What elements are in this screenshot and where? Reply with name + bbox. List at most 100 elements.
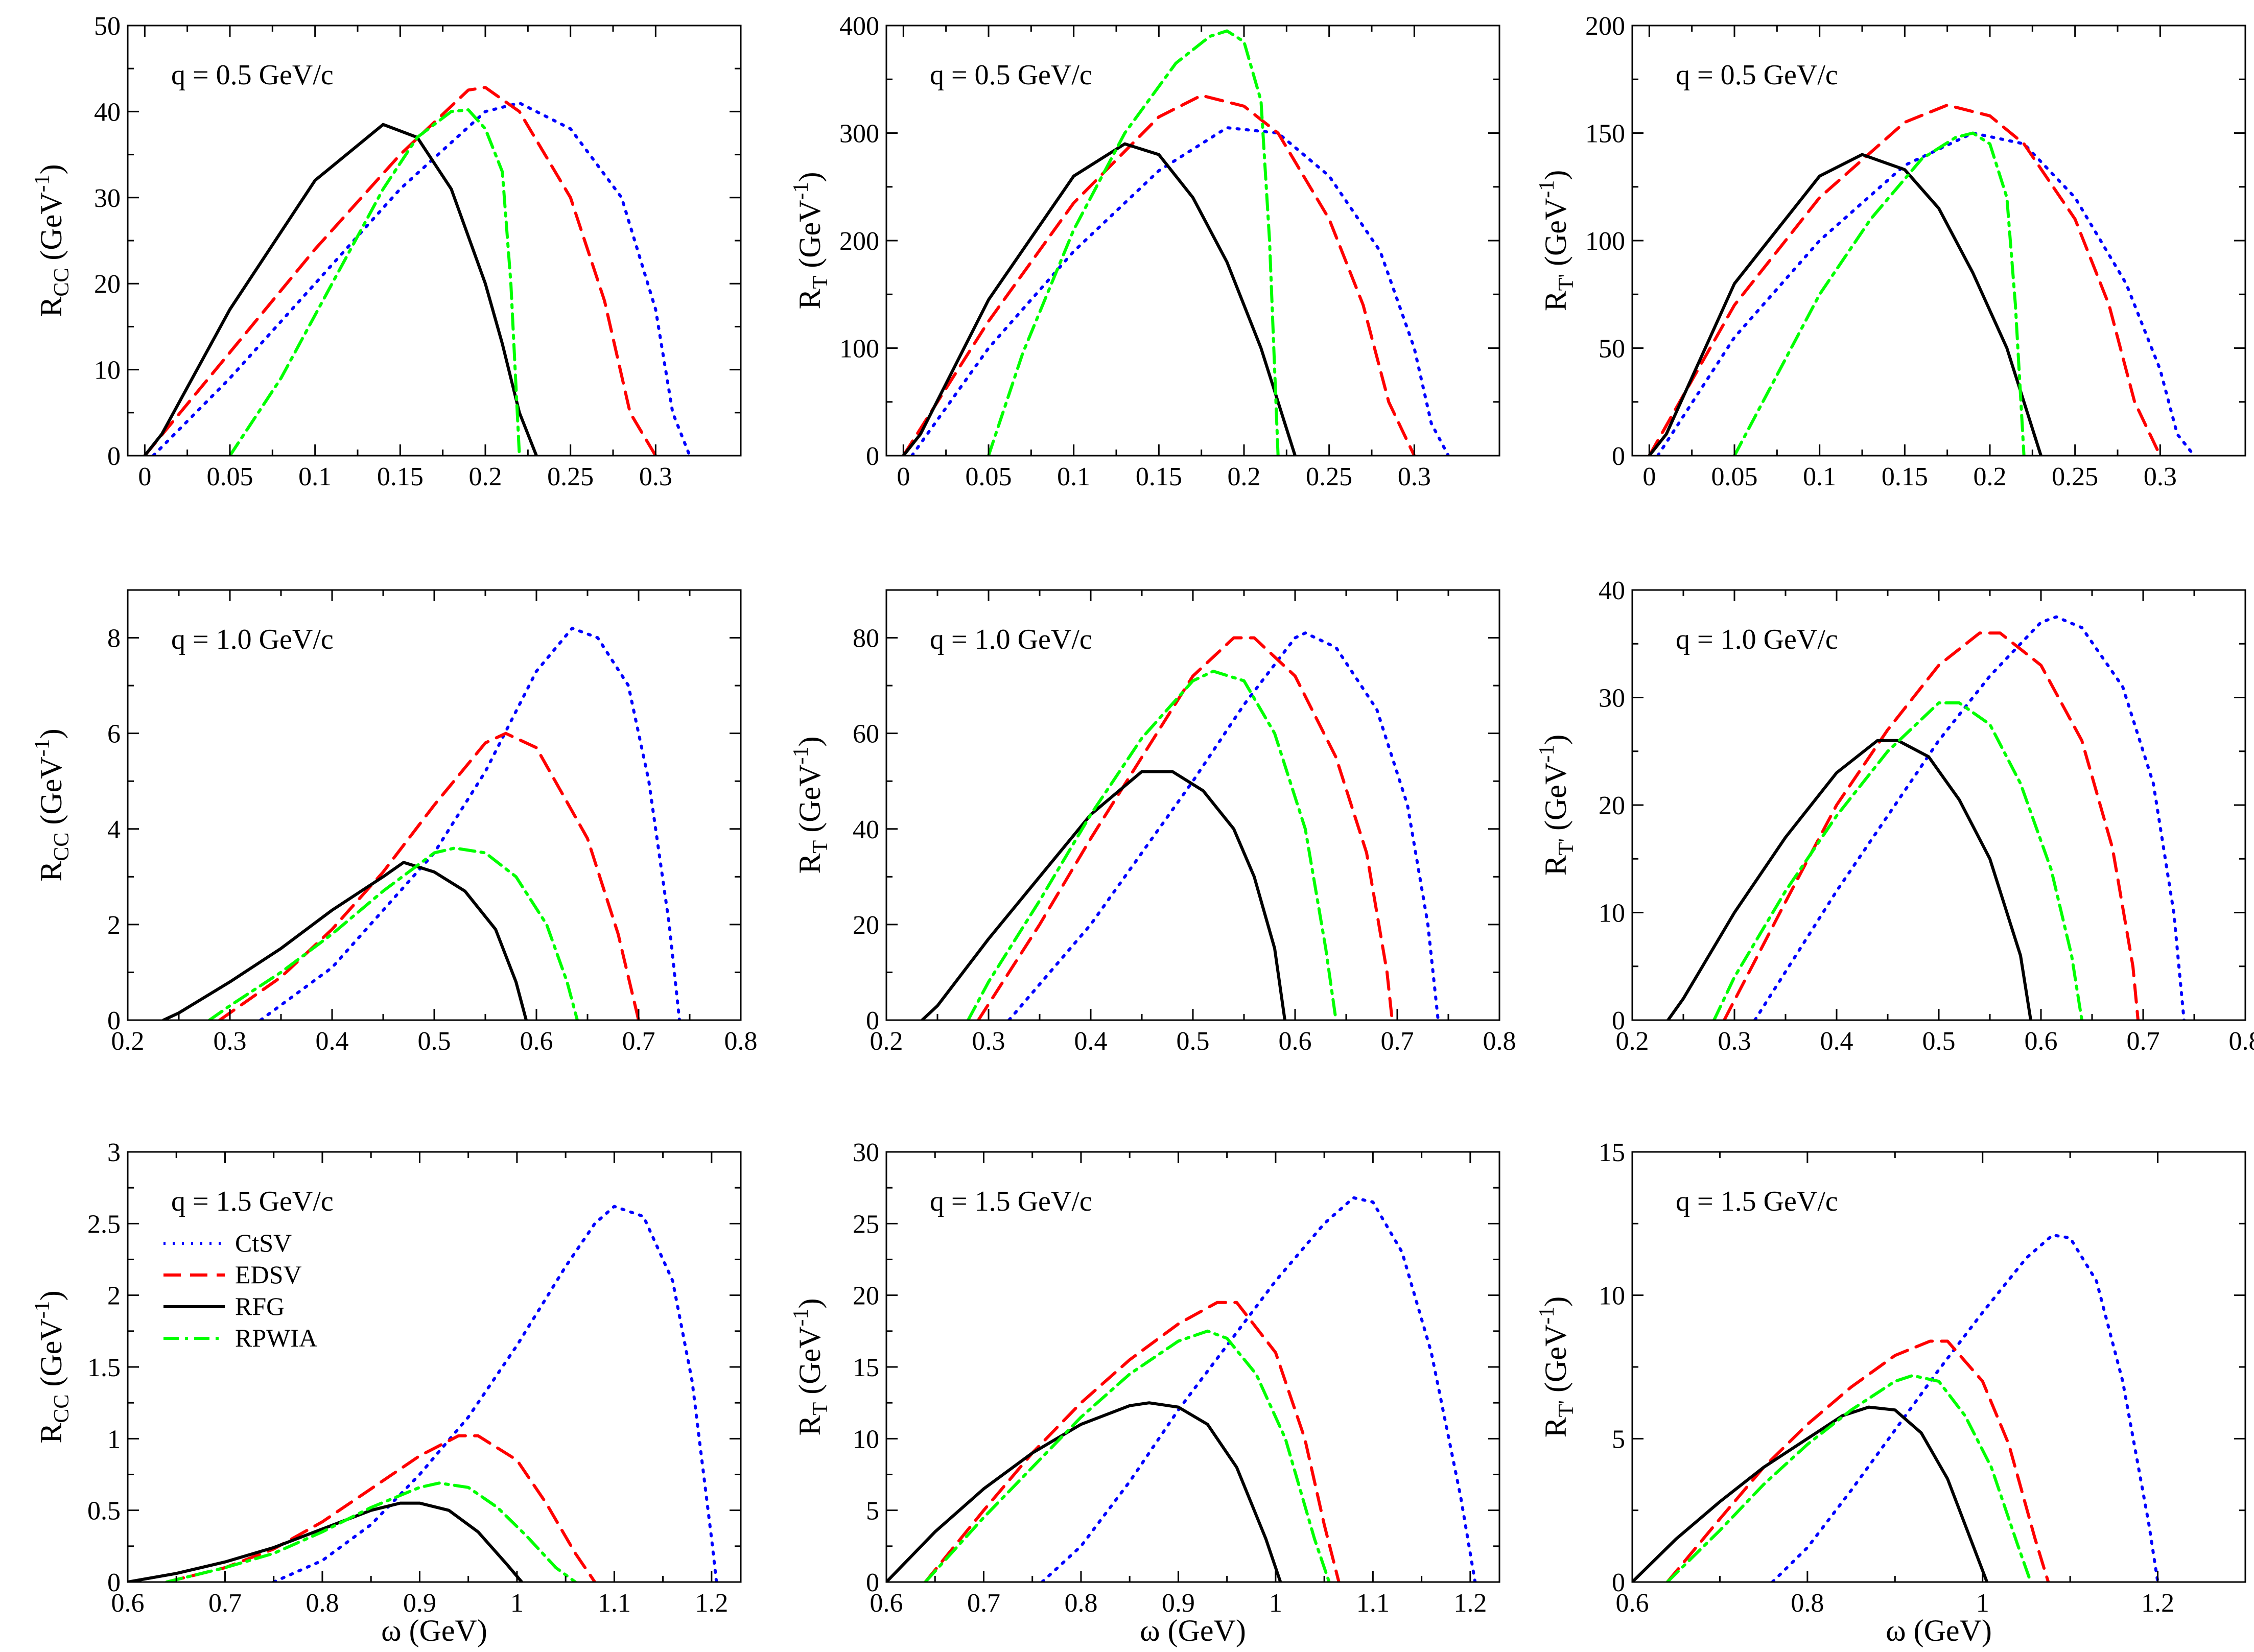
series-line-rfg (921, 770, 1286, 1020)
series-line-rpwia (165, 1481, 577, 1582)
series-line-edsv (165, 1434, 597, 1582)
series-group (1648, 103, 2196, 456)
series-line-ctsv (272, 1205, 718, 1582)
y-tick-label: 4 (107, 815, 121, 844)
y-label-subscript: CC (50, 833, 74, 861)
y-label-symbol: R (34, 297, 68, 317)
x-tick-label: 0.6 (520, 1027, 553, 1056)
y-label-unit: (GeV (1539, 763, 1572, 838)
y-axis-label: RT' (GeV-1) (1535, 735, 1578, 876)
y-tick-label: 0 (107, 442, 121, 471)
y-tick-label: 1 (107, 1425, 121, 1454)
series-line-rpwia (1712, 701, 2083, 1020)
x-tick-label: 1.2 (1453, 1589, 1487, 1618)
y-tick-label: 2 (107, 1282, 121, 1311)
y-tick-label: 40 (853, 815, 879, 844)
q-annotation: q = 0.5 GeV/c (930, 59, 1092, 91)
q-annotation: q = 1.5 GeV/c (930, 1186, 1092, 1217)
y-tick-label: 0 (1612, 1568, 1625, 1597)
series-line-edsv (1665, 1339, 2050, 1582)
x-tick-label: 0.6 (1616, 1589, 1649, 1618)
y-tick-label: 400 (839, 12, 879, 41)
y-label-exponent: -1 (789, 747, 813, 765)
y-label-subscript: T (809, 276, 832, 289)
x-axis-label: ω (GeV) (1140, 1614, 1246, 1647)
x-tick-label: 0.7 (208, 1589, 242, 1618)
y-tick-label: 40 (94, 98, 121, 127)
y-label-unit: (GeV (793, 200, 827, 276)
x-tick-label: 0.3 (1718, 1027, 1751, 1056)
x-axis-label: ω (GeV) (1886, 1614, 1992, 1647)
x-tick-label: 0 (138, 462, 151, 491)
x-tick-label: 0.7 (967, 1589, 1000, 1618)
y-label-symbol: R (1539, 855, 1572, 876)
x-tick-label: 0.8 (1064, 1589, 1097, 1618)
series-line-edsv (1648, 103, 2162, 456)
series-line-edsv (143, 86, 658, 456)
y-tick-label: 3 (107, 1138, 121, 1167)
y-label-unit: (GeV (34, 192, 68, 268)
series-line-rfg (162, 861, 528, 1020)
y-tick-label: 10 (1599, 1282, 1625, 1311)
x-tick-label: 0.2 (870, 1027, 903, 1056)
y-label-close: ) (793, 1299, 827, 1309)
x-tick-label: 0.9 (1162, 1589, 1195, 1618)
x-tick-label: 0.3 (1398, 462, 1431, 491)
series-group (886, 1196, 1477, 1582)
y-tick-label: 2 (107, 911, 121, 940)
y-label-close: ) (1539, 1296, 1572, 1307)
x-tick-label: 0.7 (1381, 1027, 1414, 1056)
y-label-close: ) (34, 728, 68, 739)
x-tick-label: 0.8 (306, 1589, 339, 1618)
y-tick-label: 15 (1599, 1138, 1625, 1167)
y-label-subscript: T (809, 1402, 832, 1415)
series-line-edsv (977, 636, 1394, 1020)
y-label-symbol: R (793, 853, 827, 874)
y-tick-label: 20 (853, 911, 879, 940)
x-tick-label: 1.2 (2141, 1589, 2174, 1618)
x-tick-label: 0.3 (214, 1027, 247, 1056)
series-group (1632, 1233, 2159, 1582)
x-tick-label: 0.25 (1306, 462, 1352, 491)
series-group (921, 631, 1440, 1020)
y-tick-label: 20 (853, 1282, 879, 1311)
legend-label-edsv: EDSV (235, 1260, 302, 1289)
x-tick-label: 0.3 (2144, 462, 2177, 491)
series-line-rfg (886, 1401, 1282, 1582)
y-label-unit: (GeV (1539, 198, 1572, 274)
series-group (128, 1205, 718, 1582)
y-tick-label: 0 (866, 442, 879, 471)
y-label-exponent: -1 (1535, 745, 1559, 763)
x-tick-label: 0.15 (1136, 462, 1182, 491)
chart-panel-6: 0.6 0.7 0.8 0.9 1 1.1 1.2 0 0.5 1 1.5 2 2.5 3 q = 1.5 … (31, 1138, 742, 1647)
x-tick-label: 0.2 (1974, 462, 2007, 491)
x-tick-label: 0.5 (418, 1027, 451, 1056)
y-label-symbol: R (1539, 1417, 1572, 1437)
x-tick-label: 0.4 (316, 1027, 349, 1056)
x-tick-label: 0.8 (1791, 1589, 1824, 1618)
y-label-subscript: T (809, 840, 832, 854)
y-axis-label: RT (GeV-1) (789, 737, 832, 874)
series-group (902, 29, 1450, 456)
y-label-exponent: -1 (789, 1309, 813, 1327)
y-label-symbol: R (34, 861, 68, 882)
y-tick-label: 0.5 (87, 1497, 121, 1526)
y-tick-label: 6 (107, 720, 121, 749)
y-axis-label: RT (GeV-1) (789, 1299, 832, 1436)
q-annotation: q = 1.0 GeV/c (930, 624, 1092, 655)
y-label-exponent: -1 (31, 739, 54, 757)
series-group (143, 86, 691, 456)
series-line-ctsv (1656, 131, 2196, 456)
chart-panel-1: 0 0.05 0.1 0.15 0.2 0.25 0.3 0 100 200 300 400 q = 0… (789, 12, 1500, 491)
series-group (1666, 615, 2186, 1020)
y-label-symbol: R (34, 1423, 68, 1444)
series-line-rpwia (967, 670, 1337, 1020)
y-axis-label: RCC (GeV-1) (31, 164, 74, 317)
y-label-subscript: T' (1555, 274, 1578, 291)
chart-panel-0: 0 0.05 0.1 0.15 0.2 0.25 0.3 0 10 20 30 40 50 q = 0.5… (31, 12, 742, 491)
x-tick-label: 0.6 (111, 1589, 145, 1618)
y-tick-label: 100 (839, 335, 879, 364)
x-tick-label: 0.2 (1228, 462, 1261, 491)
y-tick-label: 300 (839, 120, 879, 149)
y-tick-label: 50 (94, 12, 121, 41)
